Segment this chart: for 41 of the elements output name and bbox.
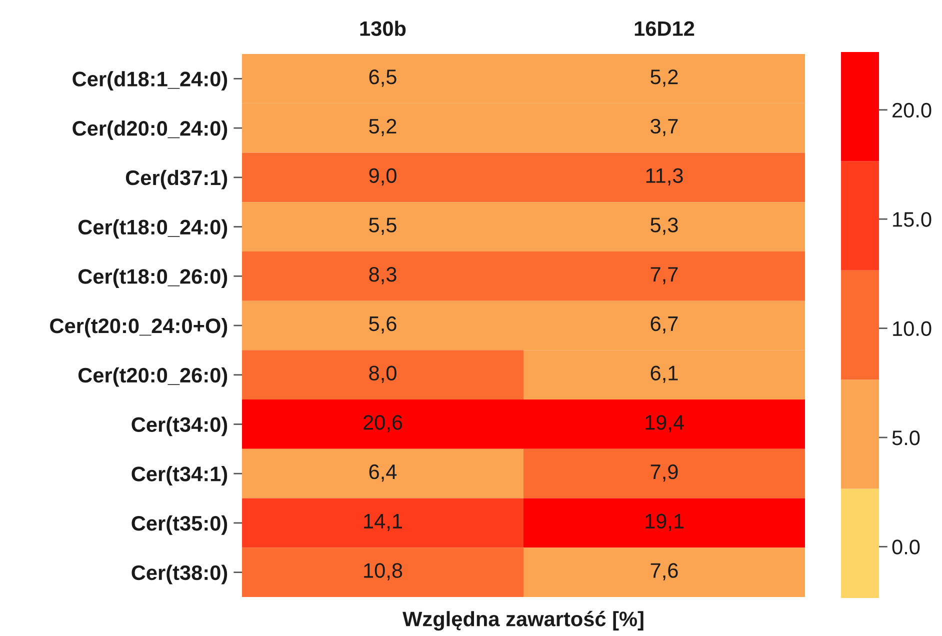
data-label: 7,7 — [650, 267, 678, 284]
y-tick-label: Cer(t18:0_24:0) — [78, 219, 228, 239]
data-label: 8,3 — [369, 266, 396, 284]
data-label: 6,1 — [650, 366, 678, 383]
y-tick-label: Cer(t18:0_26:0) — [78, 268, 228, 288]
color-bar-label: 15.0 — [893, 212, 932, 227]
data-label: 7,9 — [650, 464, 678, 482]
data-label: 19,4 — [646, 415, 684, 432]
data-label: 10,8 — [364, 563, 402, 580]
x-axis-title: Względna zawartość [%] — [402, 610, 644, 631]
y-tick-label: Cer(t38:0) — [132, 564, 228, 584]
data-label: 19,1 — [646, 514, 684, 532]
data-label: 5,5 — [369, 218, 396, 235]
data-label: 14,1 — [364, 514, 402, 532]
data-label: 3,7 — [650, 118, 678, 136]
color-bar-label: 0.0 — [892, 540, 920, 554]
data-label: 8,0 — [369, 366, 396, 383]
color-bar-label: 10.0 — [893, 321, 932, 336]
data-label: 20,6 — [364, 415, 402, 432]
data-label: 9,0 — [369, 168, 396, 186]
y-tick-label: Cer(t34:0) — [132, 416, 228, 436]
y-tick-label: Cer(t35:0) — [132, 515, 228, 535]
y-tick-label: Cer(t34:1) — [132, 466, 228, 486]
y-tick-label: Cer(d37:1) — [126, 170, 228, 190]
data-label: 7,6 — [650, 563, 678, 580]
y-tick-label: Cer(t20:0_26:0) — [78, 367, 228, 387]
data-label: 5,2 — [369, 118, 396, 136]
color-bar-label: 20.0 — [892, 102, 932, 118]
color-bar-label: 5.0 — [892, 430, 920, 446]
data-label: 6,7 — [650, 316, 678, 334]
y-tick-label: Cer(d20:0_24:0) — [72, 120, 228, 140]
y-tick-label: Cer(d18:1_24:0) — [72, 71, 228, 91]
x-tick-label: 130b — [360, 20, 406, 36]
data-label: 6,5 — [369, 70, 396, 87]
data-label: 5,6 — [369, 316, 396, 334]
data-label: 6,4 — [369, 464, 397, 482]
x-tick-label: 16D12 — [634, 21, 694, 36]
data-label: 11,3 — [646, 168, 683, 186]
data-label: 5,2 — [650, 70, 678, 87]
y-tick-label: Cer(t20:0_24:0+O) — [50, 318, 228, 338]
data-label: 5,3 — [650, 218, 678, 235]
